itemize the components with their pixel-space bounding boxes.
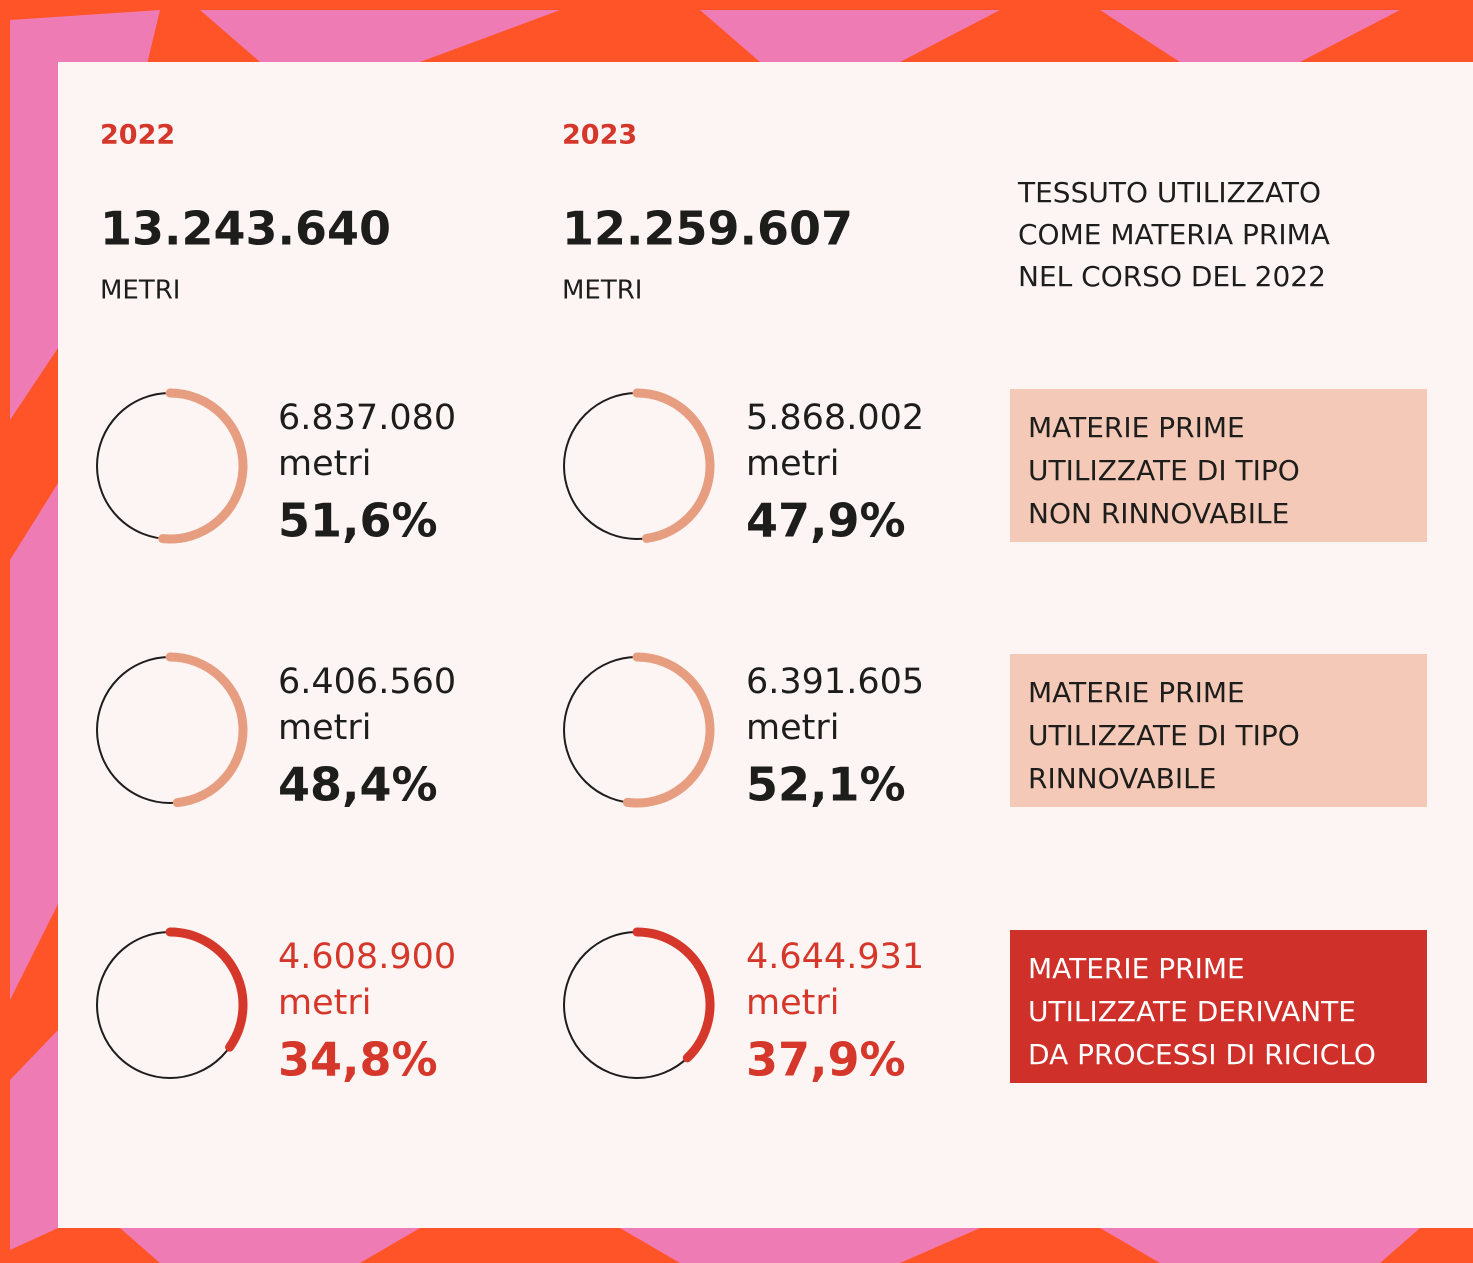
percent: 52,1%: [746, 758, 906, 812]
category-text: UTILIZZATE DERIVANTE: [1028, 995, 1356, 1028]
amount-unit: metri: [746, 444, 839, 484]
amount-unit: metri: [278, 708, 371, 748]
category-text: MATERIE PRIME: [1028, 411, 1245, 444]
category-text: UTILIZZATE DI TIPO: [1028, 454, 1300, 487]
category-box: [1010, 389, 1427, 542]
total-unit: METRI: [100, 276, 180, 306]
category-text: DA PROCESSI DI RICICLO: [1028, 1038, 1376, 1071]
total: 12.259.607: [562, 202, 853, 256]
stat: 5.868.002 metri 47,9%: [563, 388, 924, 548]
total-unit: METRI: [562, 276, 642, 306]
description: COME MATERIA PRIMA: [1018, 218, 1330, 251]
year: 2022: [100, 120, 175, 151]
stat: 6.406.560 metri 48,4%: [96, 652, 456, 812]
progress-arc: [165, 927, 248, 1052]
category-box: [1010, 654, 1427, 807]
category-text: RINNOVABILE: [1028, 762, 1216, 795]
percent: 48,4%: [278, 758, 438, 812]
category-text: UTILIZZATE DI TIPO: [1028, 719, 1300, 752]
amount-unit: metri: [278, 444, 371, 484]
progress-arc: [632, 927, 715, 1063]
category-box: [1010, 930, 1427, 1083]
amount-unit: metri: [746, 708, 839, 748]
description: TESSUTO UTILIZZATO: [1017, 176, 1321, 209]
category-text: NON RINNOVABILE: [1028, 497, 1289, 530]
stat: 4.644.931 metri 37,9%: [563, 927, 924, 1087]
progress-arc: [165, 652, 248, 808]
percent: 37,9%: [746, 1033, 906, 1087]
year: 2023: [562, 120, 637, 151]
progress-arc: [632, 388, 715, 543]
description: NEL CORSO DEL 2022: [1018, 260, 1326, 293]
stat: 4.608.900 metri 34,8%: [96, 927, 456, 1087]
stat: 6.837.080 metri 51,6%: [96, 388, 456, 548]
amount: 6.391.605: [746, 662, 924, 702]
total: 13.243.640: [100, 202, 391, 256]
amount-unit: metri: [278, 983, 371, 1023]
stat: 6.391.605 metri 52,1%: [563, 652, 924, 812]
percent: 47,9%: [746, 494, 906, 548]
progress-arc: [158, 388, 248, 544]
amount: 4.608.900: [278, 937, 456, 977]
amount: 4.644.931: [746, 937, 924, 977]
percent: 51,6%: [278, 494, 438, 548]
category-text: MATERIE PRIME: [1028, 952, 1245, 985]
amount: 6.837.080: [278, 398, 456, 438]
progress-arc: [622, 652, 715, 808]
percent: 34,8%: [278, 1033, 438, 1087]
amount: 5.868.002: [746, 398, 924, 438]
amount-unit: metri: [746, 983, 839, 1023]
category-text: MATERIE PRIME: [1028, 676, 1245, 709]
amount: 6.406.560: [278, 662, 456, 702]
